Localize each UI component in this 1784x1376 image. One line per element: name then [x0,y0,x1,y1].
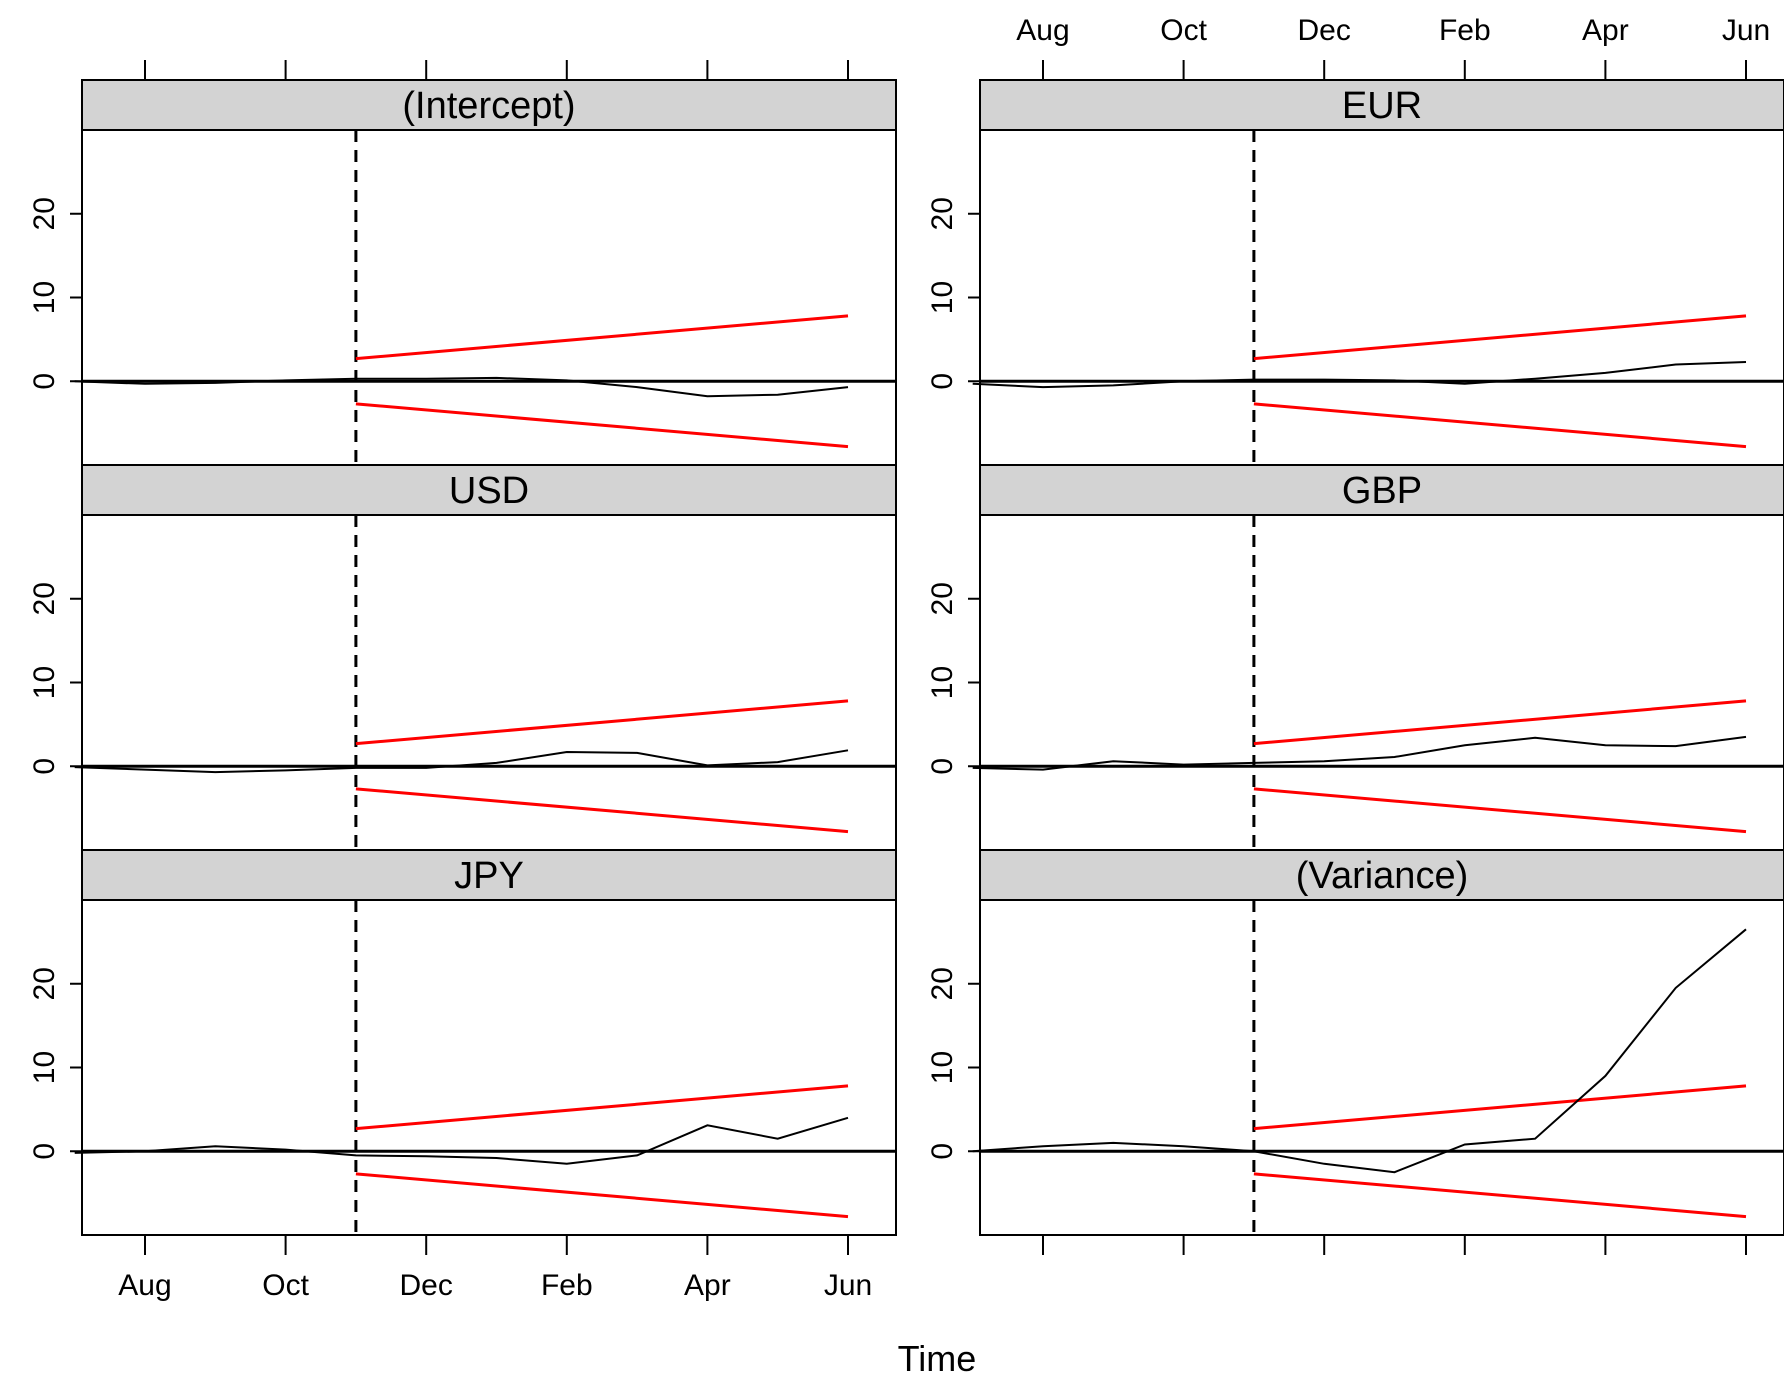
y-tick-label: 20 [28,967,61,1000]
x-tick-label: Aug [1016,14,1069,47]
x-tick-label: Feb [541,1269,593,1302]
y-tick-label: 20 [926,197,959,230]
upper-boundary-line [1253,1084,1747,1131]
y-tick-label: 10 [28,1051,61,1084]
panel-title: (Intercept) [402,85,575,127]
y-tick-label: 10 [28,666,61,699]
panel-title: GBP [1342,470,1422,512]
fluctuation-process-line [74,1116,849,1165]
upper-boundary-line [1253,699,1747,746]
x-tick-label: Apr [1582,14,1629,47]
y-tick-label: 10 [926,1051,959,1084]
x-tick-label: Feb [1439,14,1491,47]
x-tick-label: Aug [118,1269,171,1302]
panel-title: USD [449,470,529,512]
lower-boundary-line [355,402,849,449]
x-tick-label: Oct [262,1269,309,1302]
panel-strip [81,849,897,901]
x-tick-label: Oct [1160,14,1207,47]
y-tick-label: 0 [926,373,959,390]
x-axis-title: Time [898,1338,977,1376]
lower-boundary-line [1253,402,1747,449]
panel-title: (Variance) [1296,855,1468,897]
x-tick-label: Apr [684,1269,731,1302]
upper-boundary-line [355,314,849,361]
fluctuation-process-line [972,928,1747,1174]
fluctuation-process-line [74,376,849,398]
y-tick-label: 10 [926,281,959,314]
y-tick-label: 20 [28,582,61,615]
y-tick-label: 10 [926,666,959,699]
y-tick-label: 20 [926,582,959,615]
upper-boundary-line [1253,314,1747,361]
x-tick-label: Dec [400,1269,453,1302]
lower-boundary-line [1253,787,1747,834]
panel-strip [979,79,1784,131]
panel-strip [81,79,897,131]
x-tick-label: Jun [824,1269,872,1302]
y-tick-label: 20 [28,197,61,230]
panel-strip [979,464,1784,516]
fluctuation-process-line [972,361,1747,389]
x-tick-label: Jun [1722,14,1770,47]
y-tick-label: 0 [926,1143,959,1160]
fluctuation-process-line [74,749,849,774]
panel-title: EUR [1342,85,1422,127]
upper-boundary-line [355,699,849,746]
lower-boundary-line [1253,1172,1747,1219]
y-tick-label: 0 [28,1143,61,1160]
fluctuation-process-line [972,735,1747,771]
y-tick-label: 10 [28,281,61,314]
y-tick-label: 0 [28,373,61,390]
y-tick-label: 20 [926,967,959,1000]
panel-title: JPY [454,855,524,897]
y-tick-label: 0 [926,758,959,775]
lower-boundary-line [355,787,849,834]
y-tick-label: 0 [28,758,61,775]
lower-boundary-line [355,1172,849,1219]
upper-boundary-line [355,1084,849,1131]
x-tick-label: Dec [1298,14,1351,47]
